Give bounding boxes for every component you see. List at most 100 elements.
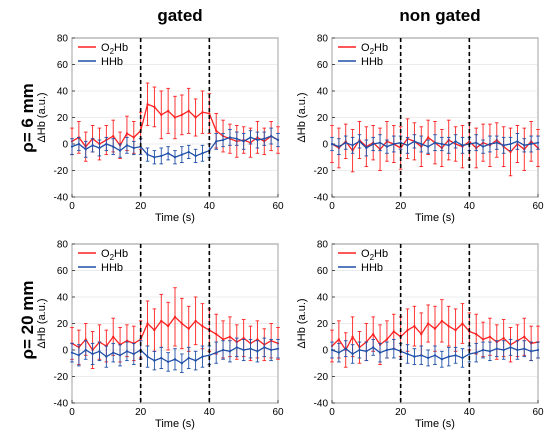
data-point xyxy=(454,354,457,357)
data-point xyxy=(516,348,519,352)
data-point xyxy=(112,145,115,148)
y-tick-label: 60 xyxy=(57,60,69,71)
data-point xyxy=(167,325,170,328)
data-point xyxy=(70,145,74,148)
data-point xyxy=(413,325,416,328)
data-point xyxy=(77,354,80,357)
data-point xyxy=(118,149,122,152)
data-point xyxy=(215,351,218,354)
y-tick-label: 0 xyxy=(322,140,328,151)
row-title-rho-6mm: ρ= 6 mm xyxy=(18,83,37,153)
data-point xyxy=(180,113,183,116)
data-point xyxy=(523,347,526,350)
data-point xyxy=(468,352,471,356)
data-point xyxy=(481,338,485,341)
series-hhb xyxy=(70,337,280,373)
y-tick-label: 40 xyxy=(317,87,329,98)
x-axis-label: Time (s) xyxy=(155,212,195,224)
data-point xyxy=(98,350,101,353)
data-point xyxy=(420,354,423,357)
data-point xyxy=(146,103,149,106)
data-point xyxy=(84,148,87,151)
x-axis-label: Time (s) xyxy=(155,418,195,430)
data-point xyxy=(454,329,457,332)
x-tick-label: 20 xyxy=(135,201,147,212)
data-point xyxy=(406,329,409,332)
y-tick-label: 80 xyxy=(57,240,69,251)
data-point xyxy=(125,339,129,342)
data-point xyxy=(488,335,492,338)
data-point xyxy=(256,138,259,142)
data-point xyxy=(344,141,347,144)
legend-label: HHb xyxy=(361,262,383,274)
data-point xyxy=(461,356,464,360)
data-point xyxy=(358,140,361,143)
data-point xyxy=(132,136,135,139)
data-point xyxy=(160,356,163,360)
data-point xyxy=(427,356,430,360)
legend-label: O2Hb xyxy=(101,42,128,56)
data-point xyxy=(420,142,423,146)
data-point xyxy=(215,333,218,336)
y-tick-label: -40 xyxy=(314,399,329,410)
data-point xyxy=(256,338,259,341)
y-tick-label: -20 xyxy=(314,372,329,383)
data-point xyxy=(215,140,218,143)
data-point xyxy=(105,355,108,358)
data-point xyxy=(475,351,478,354)
data-point xyxy=(160,154,163,158)
x-tick-label: 60 xyxy=(272,201,284,212)
data-point xyxy=(242,348,245,352)
data-point xyxy=(276,347,280,350)
data-point xyxy=(495,347,498,350)
data-point xyxy=(112,351,115,354)
y-tick-label: 20 xyxy=(317,113,329,124)
data-point xyxy=(256,350,259,353)
x-tick-label: 0 xyxy=(69,407,75,418)
data-point xyxy=(488,142,492,146)
data-point xyxy=(351,144,354,147)
data-point xyxy=(337,145,340,148)
data-point xyxy=(228,335,232,338)
data-point xyxy=(502,348,505,352)
data-point xyxy=(187,109,190,112)
data-point xyxy=(337,351,340,354)
data-point xyxy=(125,132,129,135)
row-title-rho-20mm: ρ= 20 mm xyxy=(18,280,37,359)
data-point xyxy=(180,322,183,325)
data-point xyxy=(461,322,464,325)
y-tick-label: 60 xyxy=(57,266,69,277)
y-axis-label: ΔHb (a.u.) xyxy=(296,298,308,348)
data-point xyxy=(263,346,266,349)
data-point xyxy=(208,354,211,357)
data-point xyxy=(413,355,416,358)
y-tick-label: -40 xyxy=(54,399,69,410)
data-point xyxy=(180,362,183,365)
data-point xyxy=(153,329,156,332)
data-point xyxy=(502,336,505,340)
data-point xyxy=(330,142,334,146)
data-point xyxy=(132,352,135,356)
x-tick-label: 40 xyxy=(464,407,476,418)
data-point xyxy=(447,144,450,147)
data-point xyxy=(392,142,395,146)
series-hhb xyxy=(330,132,540,157)
data-point xyxy=(516,140,519,143)
data-point xyxy=(358,348,361,352)
data-point xyxy=(221,348,225,352)
data-point xyxy=(509,142,512,146)
data-point xyxy=(173,116,177,119)
y-tick-label: 20 xyxy=(57,319,69,330)
data-point xyxy=(221,338,225,341)
data-point xyxy=(427,145,430,148)
data-point xyxy=(372,333,375,336)
y-tick-label: 0 xyxy=(322,346,328,357)
data-point xyxy=(187,356,190,360)
data-point xyxy=(187,327,190,330)
data-point xyxy=(160,113,163,116)
x-tick-label: 20 xyxy=(135,407,147,418)
x-tick-label: 0 xyxy=(329,201,335,212)
chart-panel-rho6-nongated: -40 -20 0 20 40 60 80 0 20 40 60 Time (s) ΔHb (a.u.)… xyxy=(296,34,544,225)
data-point xyxy=(249,347,252,350)
